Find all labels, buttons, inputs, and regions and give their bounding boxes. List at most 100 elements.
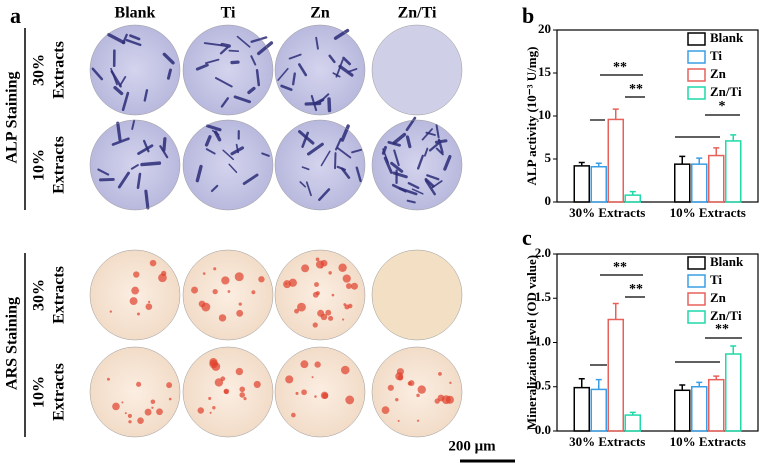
stain-mark [162,52,175,65]
stain-mark [121,401,124,404]
stain-mark [107,32,126,45]
bar [590,165,607,203]
stain-mark [159,145,169,159]
stain-mark [236,35,251,48]
stain-mark [335,59,344,78]
stain-mark [340,124,350,142]
stain-image [182,249,274,341]
stain-mark [382,148,389,164]
error-bar [629,411,636,416]
stain-mark [256,41,274,56]
stain-mark [128,420,132,424]
significance-label: ** [613,260,627,275]
row-label: Extracts [51,363,68,421]
stain-mark [387,140,401,147]
stain-mark [197,407,205,414]
stain-mark [234,272,244,282]
stain-mark [390,161,404,173]
bar [708,378,725,432]
error-bar [730,345,737,355]
stain-mark [133,271,140,278]
legend-label: Blank [710,254,744,269]
stain-mark [221,276,230,285]
stain-mark [195,63,209,71]
stain-mark [317,309,325,317]
stain-mark [204,58,220,65]
stain-mark [291,412,296,418]
image-rim [371,346,463,438]
stain-mark [417,154,424,170]
stain-mark [333,28,350,40]
stain-mark [298,130,315,145]
y-axis-label: Mineralization level (OD value) [524,255,539,430]
image-rim [182,346,274,438]
stain-mark [406,199,416,204]
image-disc [275,250,365,340]
stain-mark [434,139,448,144]
stain-mark [314,361,321,368]
stain-mark [251,290,256,295]
stain-mark [310,94,318,112]
stain-mark [294,308,299,314]
bar [708,154,725,203]
legend-label: Zn [710,66,727,81]
stain-mark [306,142,324,156]
y-tick-label: 0.0 [535,422,551,437]
stain-mark [233,95,251,104]
legend-label: Blank [710,30,744,45]
stain-mark [253,380,261,389]
stain-mark [124,412,127,415]
image-rim [182,24,274,116]
stain-mark [298,63,308,77]
error-bar [730,134,737,141]
error-bar [578,161,585,166]
stain-mark [431,180,443,189]
stain-mark [210,184,219,193]
stain-mark [247,86,256,95]
stain-mark [443,154,452,171]
stain-mark [220,97,229,108]
error-bar [696,381,703,387]
image-disc [372,120,462,210]
stain-mark [195,164,203,183]
stain-mark [136,381,142,387]
row-label: 10% [31,149,48,181]
bar [674,163,691,203]
image-disc [372,250,462,340]
stain-mark [343,303,347,306]
error-bar [595,378,602,390]
stain-mark [426,174,440,181]
stain-mark [111,137,130,146]
legend-label: Zn/Ti [710,308,742,323]
stain-mark [211,129,220,136]
panel-label: a [10,3,21,28]
stain-mark [417,385,426,394]
column-header: Blank [115,5,156,22]
stain-mark [411,188,424,195]
stain-mark [166,382,173,389]
stain-mark [350,282,358,290]
stain-mark [314,98,325,105]
stain-mark [209,358,218,366]
stain-mark [301,166,310,171]
image-rim [274,119,366,211]
stain-mark [91,67,104,81]
stain-mark [342,318,345,321]
stain-mark [428,142,440,152]
image-rim [371,249,463,341]
significance-label: ** [629,82,643,97]
stain-mark [285,375,294,384]
stain-mark [222,149,234,161]
x-tick-label: 30% Extracts [569,434,645,449]
legend-label: Zn [710,290,727,305]
legend-swatch [687,310,706,324]
stain-mark [340,167,351,179]
stain-mark [250,55,257,66]
y-tick-label: 0.5 [535,378,552,393]
stain-mark [299,181,307,188]
stain-mark [212,288,218,295]
significance-label: ** [629,282,643,297]
stain-mark [116,121,122,142]
stain-mark [408,380,415,387]
stain-mark [301,264,310,273]
